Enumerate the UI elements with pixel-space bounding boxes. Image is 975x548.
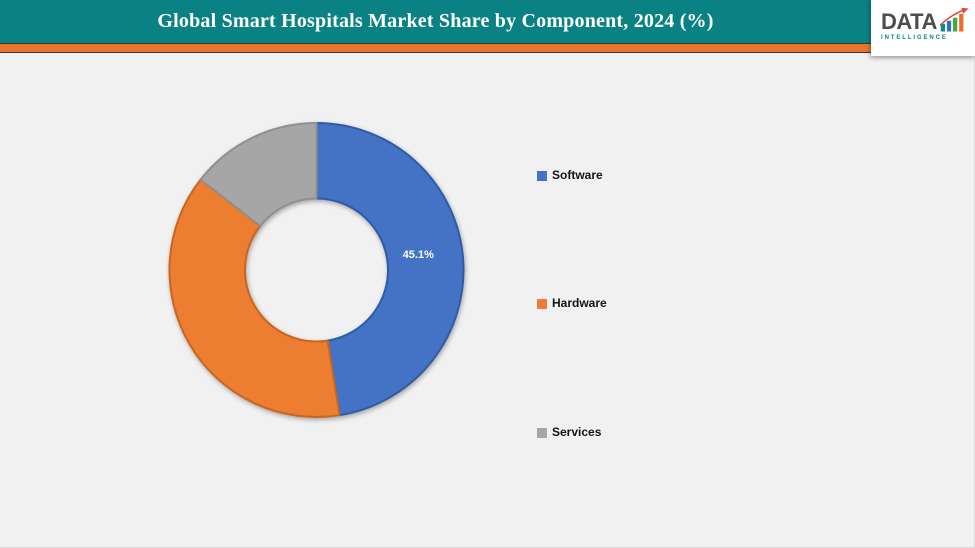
header-accent-strip [0, 44, 975, 52]
header-divider-top [0, 43, 975, 44]
legend-item-hardware: Hardware [537, 297, 607, 310]
legend-marker-services-icon [537, 427, 547, 438]
logo-subtitle-text: INTELLIGENCE [881, 35, 948, 41]
brand-logo: DATA INTELLIGENCE [871, 0, 975, 56]
data-label-software: 45.1% [403, 249, 434, 261]
chart-area: 45.1% Software Hardware Services [0, 53, 975, 548]
legend-marker-hardware-icon [537, 298, 547, 309]
header-divider-bottom [0, 52, 975, 53]
donut-segment-hardware [168, 178, 341, 418]
report-header: Global Smart Hospitals Market Share by C… [0, 0, 975, 53]
logo-brand-text: DATA [881, 9, 937, 34]
donut-segment-services [199, 122, 318, 227]
legend-item-services: Services [537, 426, 601, 439]
legend-label-software: Software [552, 168, 603, 182]
chart-title: Global Smart Hospitals Market Share by C… [157, 10, 714, 32]
donut-segment-software [315, 122, 465, 417]
legend-item-software: Software [537, 169, 603, 182]
logo-barchart-icon [939, 7, 969, 32]
legend-label-services: Services [552, 425, 602, 439]
header-bar [0, 0, 975, 43]
legend-label-hardware: Hardware [552, 296, 607, 310]
legend-marker-software-icon [537, 170, 547, 181]
